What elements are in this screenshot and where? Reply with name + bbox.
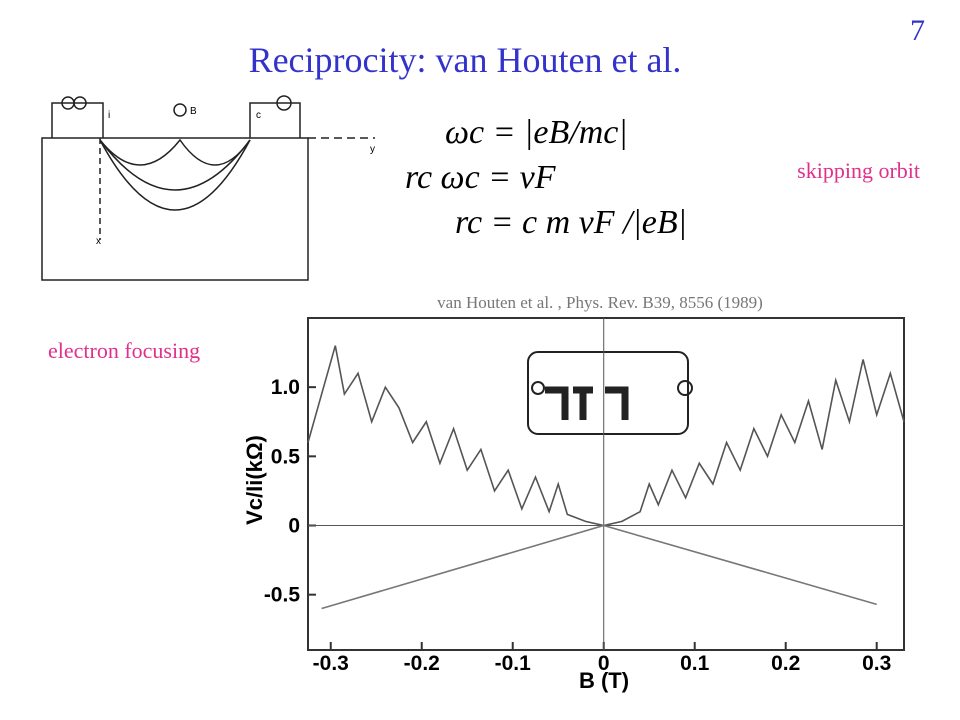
x-tick-label: 0 <box>598 652 610 675</box>
formula: rc = c m vF /|eB| <box>455 204 687 241</box>
data-line <box>321 524 877 610</box>
plot-frame <box>307 317 905 651</box>
x-axis-label: B (T) <box>579 668 629 693</box>
y-tick-label: 1.0 <box>271 376 300 399</box>
y-axis-label: Vc/Ii(kΩ) <box>242 435 267 525</box>
diagram-label: x <box>96 236 101 247</box>
reference: van Houten et al. , Phys. Rev. B39, 8556… <box>437 293 763 312</box>
diagram-label: y <box>370 144 375 155</box>
formula: ωc = |eB/mc| <box>445 114 628 151</box>
x-tick-label: 0.1 <box>680 652 710 675</box>
data-line <box>307 345 905 527</box>
formula: rc ωc = vF <box>405 159 557 196</box>
y-tick-label: 0 <box>288 515 300 538</box>
slide-number: 7 <box>910 14 925 47</box>
diagram-label: B <box>190 106 197 117</box>
slide-title: Reciprocity: van Houten et al. <box>249 40 682 80</box>
x-tick-label: -0.3 <box>313 652 349 675</box>
annotation: skipping orbit <box>797 158 920 183</box>
diagram-label: c <box>256 110 261 121</box>
x-tick-label: -0.1 <box>495 652 532 675</box>
diagram-label: i <box>108 110 110 121</box>
y-tick-label: -0.5 <box>264 584 301 607</box>
inset-schematic <box>527 351 693 435</box>
diagram <box>41 95 375 281</box>
y-tick-label: 0.5 <box>271 445 301 468</box>
x-tick-label: 0.2 <box>771 652 800 675</box>
x-tick-label: 0.3 <box>862 652 891 675</box>
annotation: electron focusing <box>48 338 200 363</box>
x-tick-label: -0.2 <box>404 652 440 675</box>
